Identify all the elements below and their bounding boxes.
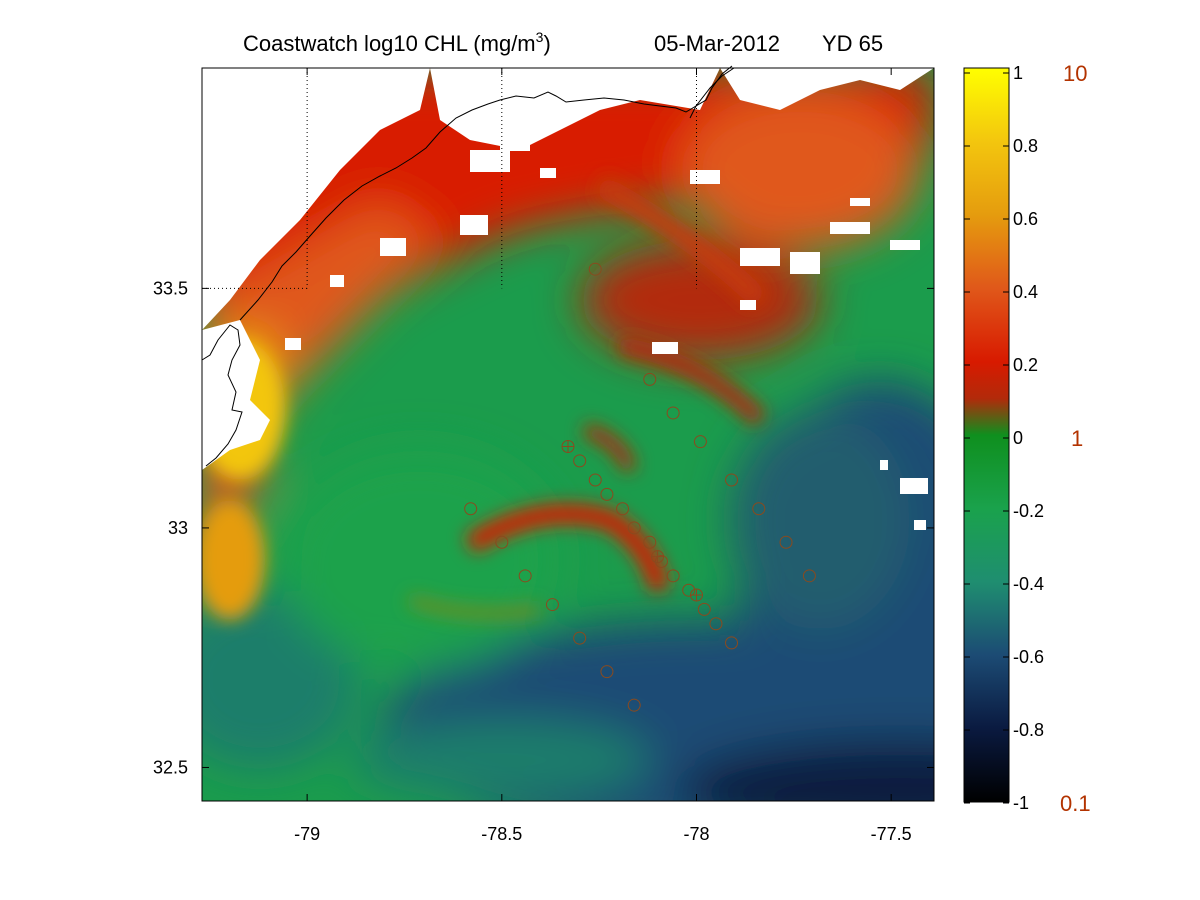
colorbar-ticks <box>964 72 1009 804</box>
colorbar-tick-label: -0.6 <box>1013 647 1044 667</box>
station-marker <box>709 617 723 631</box>
station-marker <box>654 554 668 568</box>
station-marker <box>666 569 680 583</box>
map-axis-ticks <box>202 68 934 801</box>
map-yearday: YD 65 <box>822 31 883 56</box>
lat-tick-label: 32.5 <box>153 757 188 777</box>
station-marker <box>627 521 641 535</box>
colorbar-tick-label: -1 <box>1013 793 1029 813</box>
colorbar-linear-labels: 10 1 0.1 <box>1060 61 1091 816</box>
colorbar-tick-label: -0.8 <box>1013 720 1044 740</box>
chlorophyll-field <box>202 68 934 801</box>
colorbar-linear-label: 10 <box>1063 61 1087 86</box>
station-marker <box>600 487 614 501</box>
station-marker <box>682 583 696 597</box>
station-cross-marker <box>562 440 574 453</box>
map-panel: -79 -78.5 -78 -77.5 33.5 33 32.5 <box>153 65 935 844</box>
station-marker <box>588 473 602 487</box>
station-marker <box>616 502 630 516</box>
station-marker <box>693 435 707 449</box>
colorbar-tick-labels: 1 0.8 0.6 0.4 0.2 0 -0.2 -0.4 -0.6 -0.8 … <box>1013 63 1044 813</box>
lat-tick-label: 33.5 <box>153 278 188 298</box>
map-title: Coastwatch log10 CHL (mg/m3) <box>243 29 551 56</box>
colorbar-linear-label: 1 <box>1071 426 1083 451</box>
station-marker <box>545 598 559 612</box>
station-marker <box>752 502 766 516</box>
latitude-tick-labels: 33.5 33 32.5 <box>153 278 188 777</box>
colorbar-frame <box>963 67 1010 803</box>
lon-tick-label: -77.5 <box>871 824 912 844</box>
station-marker <box>518 569 532 583</box>
station-marker <box>573 631 587 645</box>
station-cross-marker <box>690 588 703 601</box>
colorbar-tick-label: 0 <box>1013 428 1023 448</box>
station-marker <box>643 535 657 549</box>
lon-tick-label: -78 <box>683 824 709 844</box>
colorbar-tick-label: 0.4 <box>1013 282 1038 302</box>
station-marker <box>495 535 509 549</box>
map-frame <box>201 67 935 802</box>
colorbar-tick-label: 0.6 <box>1013 209 1038 229</box>
station-marker <box>643 372 657 386</box>
station-marker <box>464 502 478 516</box>
colorbar-tick-label: -0.2 <box>1013 501 1044 521</box>
map-date: 05-Mar-2012 <box>654 31 780 56</box>
station-marker <box>573 454 587 468</box>
station-marker <box>697 602 711 616</box>
station-marker <box>600 665 614 679</box>
station-marker <box>627 698 641 712</box>
colorbar-tick-label: 0.2 <box>1013 355 1038 375</box>
station-markers <box>464 262 816 712</box>
station-marker <box>725 636 739 650</box>
graticule <box>202 68 697 289</box>
colorbar-gradient <box>964 68 1009 802</box>
longitude-tick-labels: -79 -78.5 -78 -77.5 <box>294 824 912 844</box>
station-marker <box>725 473 739 487</box>
coastline <box>201 67 735 467</box>
lon-tick-label: -79 <box>294 824 320 844</box>
lon-tick-label: -78.5 <box>481 824 522 844</box>
lat-tick-label: 33 <box>168 518 188 538</box>
station-marker <box>666 406 680 420</box>
station-marker <box>779 535 793 549</box>
colorbar-tick-label: -0.4 <box>1013 574 1044 594</box>
colorbar: 1 0.8 0.6 0.4 0.2 0 -0.2 -0.4 -0.6 -0.8 … <box>963 61 1091 816</box>
no-data-pixels <box>202 68 934 530</box>
station-marker <box>588 262 602 276</box>
coastline-outer-banks <box>689 65 733 119</box>
station-marker <box>802 569 816 583</box>
colorbar-tick-label: 0.8 <box>1013 136 1038 156</box>
colorbar-tick-label: 1 <box>1013 63 1023 83</box>
colorbar-linear-label: 0.1 <box>1060 791 1091 816</box>
